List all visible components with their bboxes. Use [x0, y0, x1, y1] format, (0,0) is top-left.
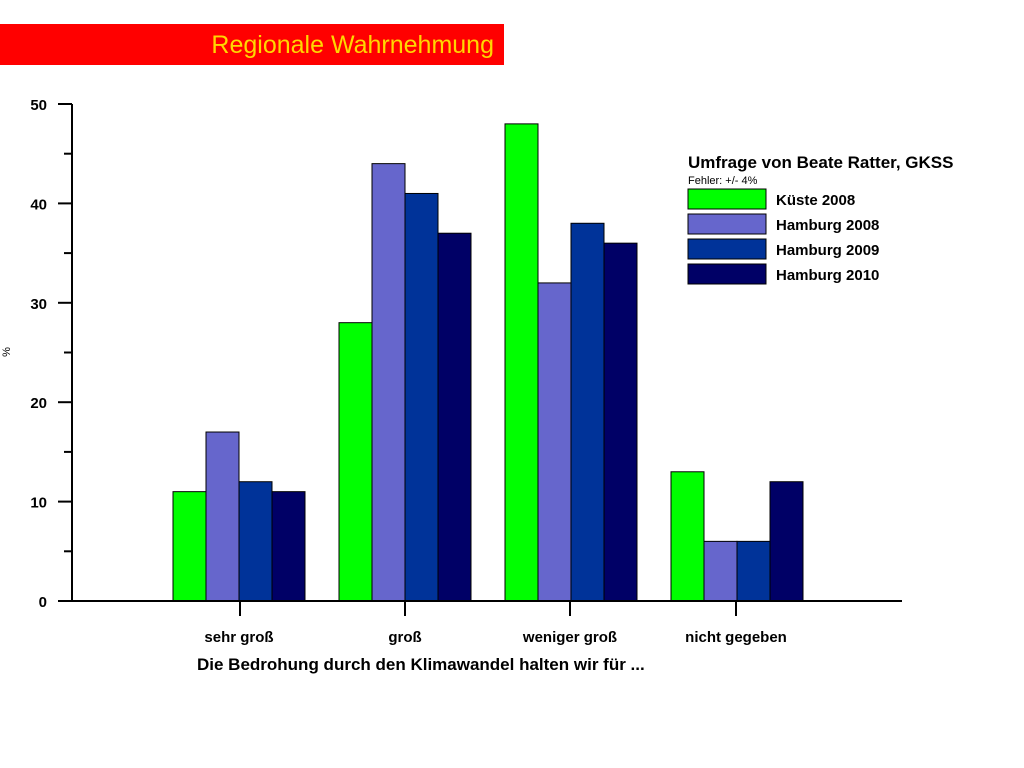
page-title: Regionale Wahrnehmung	[211, 31, 494, 59]
bar-3-3	[570, 222, 605, 602]
legend-subtitle: Fehler: +/- 4%	[688, 175, 758, 187]
legend-title: Umfrage von Beate Ratter, GKSS	[688, 153, 953, 172]
x-tick-label: groß	[388, 629, 421, 646]
legend-swatch	[687, 188, 767, 210]
y-tick-label: 50	[30, 97, 47, 114]
bar-2-1	[205, 431, 240, 602]
bar-1-3	[504, 123, 539, 602]
bar-2-4	[703, 540, 738, 602]
x-tick-label: sehr groß	[204, 629, 273, 646]
bar-2-2	[371, 163, 406, 602]
legend-swatch	[687, 238, 767, 260]
legend-swatch	[687, 263, 767, 285]
title-banner: Regionale Wahrnehmung	[0, 24, 504, 65]
y-tick-label: 0	[39, 594, 47, 611]
x-tick-label: weniger groß	[522, 629, 617, 646]
bar-1-1	[172, 491, 207, 602]
bar-3-4	[736, 540, 771, 602]
bar-3-1	[238, 481, 273, 602]
bar-1-2	[338, 322, 373, 602]
x-tick-label: nicht gegeben	[685, 629, 787, 646]
legend-label: Hamburg 2009	[776, 242, 879, 259]
y-tick-label: 40	[30, 196, 47, 213]
y-tick-label: 20	[30, 395, 47, 412]
bar-4-2	[437, 232, 472, 602]
bar-4-1	[271, 491, 306, 602]
legend-swatch	[687, 213, 767, 235]
legend: Umfrage von Beate Ratter, GKSS Fehler: +…	[687, 153, 953, 285]
bar-2-3	[537, 282, 572, 602]
axes-group: 0 10 20 30 40 50 sehr groß groß weniger groß nich…	[30, 97, 902, 646]
bars-group	[172, 123, 804, 602]
bar-3-2	[404, 192, 439, 602]
y-tick-label: 30	[30, 296, 47, 313]
bar-1-4	[670, 471, 705, 602]
bar-4-3	[603, 242, 638, 602]
bar-4-4	[769, 481, 804, 602]
y-tick-label: 10	[30, 495, 47, 512]
legend-label: Hamburg 2008	[776, 217, 879, 234]
x-axis-label: Die Bedrohung durch den Klimawandel halt…	[197, 655, 645, 674]
y-axis-label: %	[1, 347, 13, 357]
legend-label: Hamburg 2010	[776, 267, 879, 284]
legend-label: Küste 2008	[776, 192, 855, 209]
